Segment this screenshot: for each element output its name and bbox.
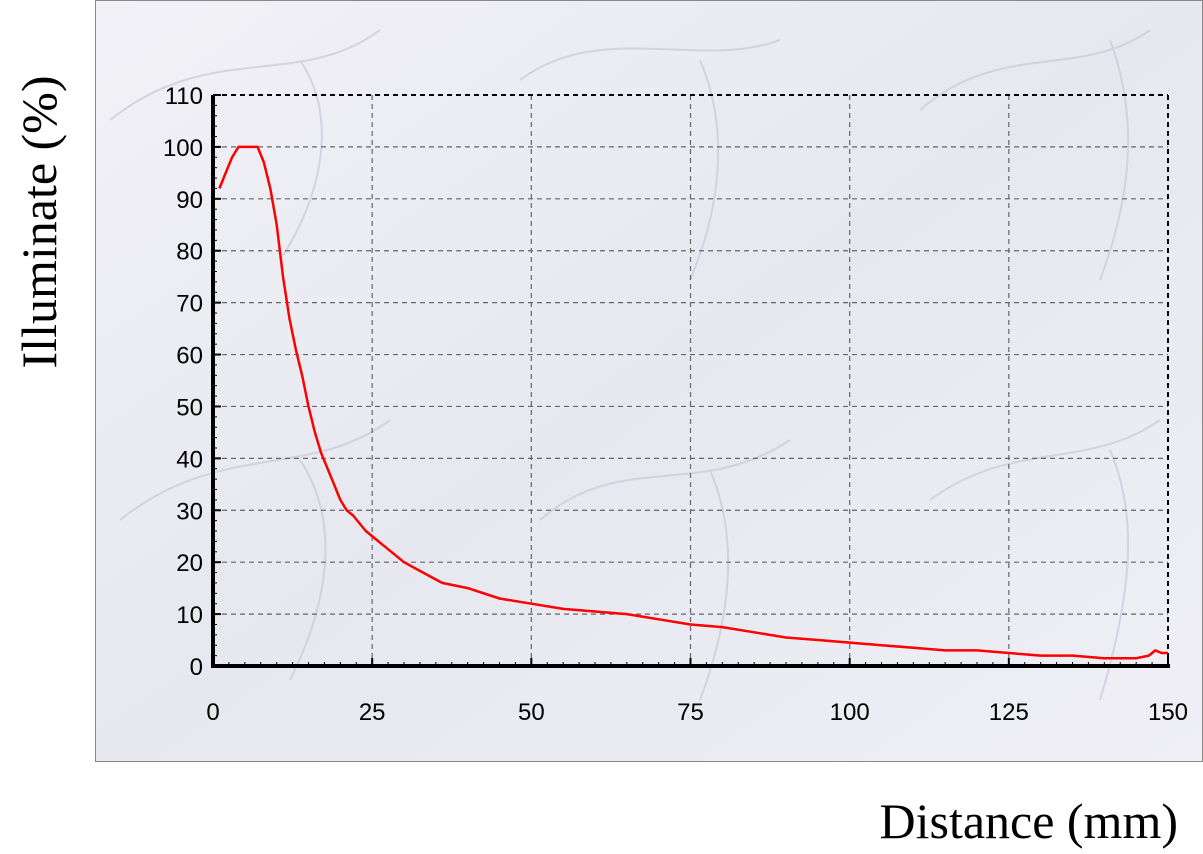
y-axis-title: Illuminate (%) xyxy=(11,76,67,369)
y-tick-label: 20 xyxy=(176,550,203,577)
y-tick-label: 90 xyxy=(176,187,203,214)
y-tick-label: 0 xyxy=(190,654,203,681)
x-tick-label: 125 xyxy=(989,699,1029,726)
x-tick-label: 50 xyxy=(518,699,545,726)
x-tick-label: 75 xyxy=(677,699,704,726)
series xyxy=(218,145,1168,660)
y-tick-label: 50 xyxy=(176,394,203,421)
chart-panel xyxy=(95,0,1203,762)
y-tick-label: 100 xyxy=(163,135,203,162)
y-tick-label: 110 xyxy=(165,83,203,110)
x-axis-title: Distance (mm) xyxy=(879,793,1178,849)
ticks: 0 25 50 75 100 125 150 0 10 20 30 40 50 60 70 80 90 100 11… xyxy=(163,83,1188,726)
x-tick-label: 100 xyxy=(830,699,870,726)
y-tick-label: 80 xyxy=(176,239,203,266)
y-tick-label: 40 xyxy=(176,446,203,473)
x-tick-label: 25 xyxy=(359,699,386,726)
y-tick-label: 70 xyxy=(176,291,203,318)
grid xyxy=(213,95,1168,666)
y-tick-label: 10 xyxy=(176,602,203,629)
panel-texture xyxy=(109,29,1161,701)
y-tick-label: 60 xyxy=(176,343,203,370)
x-tick-label: 0 xyxy=(206,699,219,726)
series-line-0 xyxy=(218,145,1168,660)
y-tick-label: 30 xyxy=(176,498,203,525)
x-tick-label: 150 xyxy=(1148,699,1188,726)
